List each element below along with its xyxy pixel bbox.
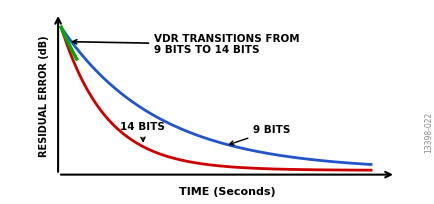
Text: VDR TRANSITIONS FROM
9 BITS TO 14 BITS: VDR TRANSITIONS FROM 9 BITS TO 14 BITS <box>72 34 299 55</box>
Text: 13398-022: 13398-022 <box>423 112 432 153</box>
Text: 9 BITS: 9 BITS <box>229 125 290 145</box>
Text: TIME (Seconds): TIME (Seconds) <box>178 187 275 197</box>
Text: 14 BITS: 14 BITS <box>120 122 164 141</box>
Text: RESIDUAL ERROR (dB): RESIDUAL ERROR (dB) <box>39 35 49 157</box>
